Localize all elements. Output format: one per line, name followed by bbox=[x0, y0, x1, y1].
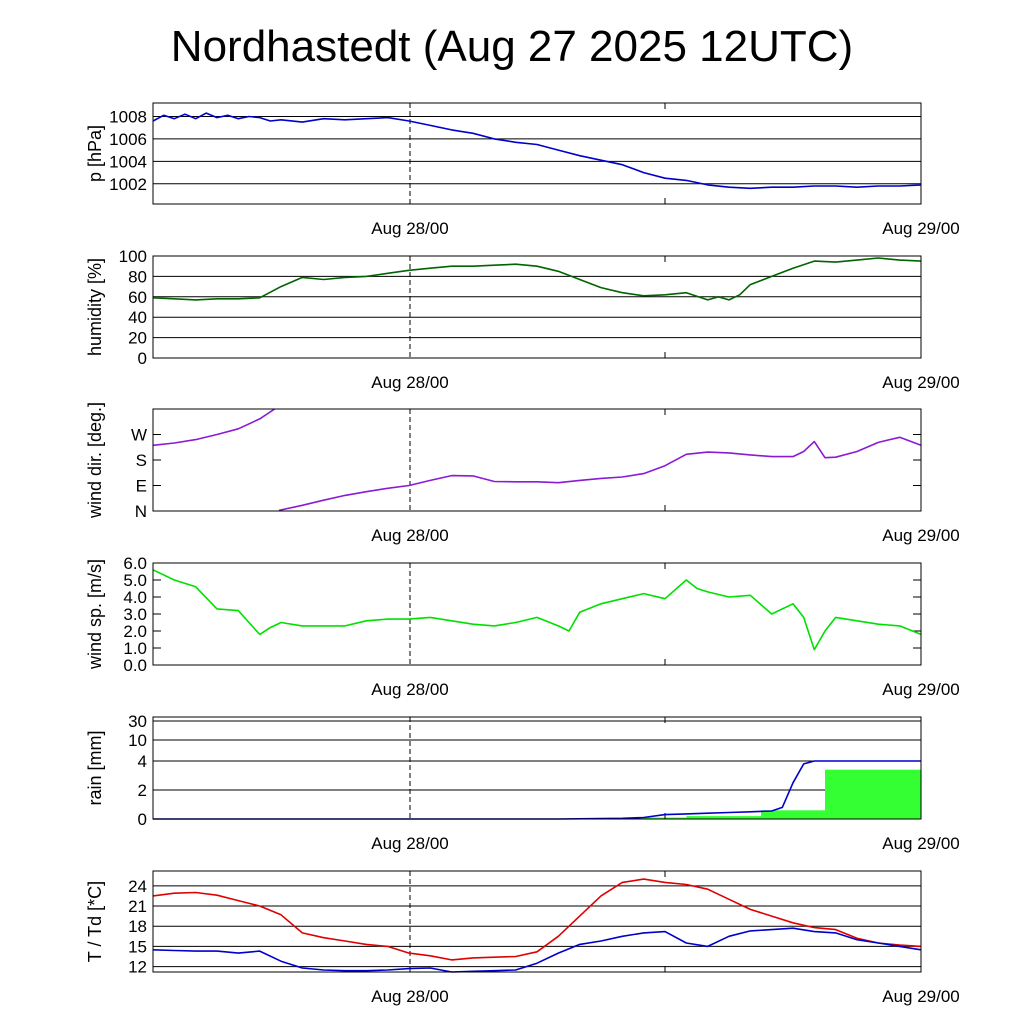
x-tick-label: Aug 29/00 bbox=[882, 373, 960, 392]
x-tick-label: Aug 28/00 bbox=[371, 834, 449, 853]
rain-bar bbox=[825, 769, 921, 819]
panel-frame bbox=[152, 870, 922, 973]
y-tick-label: 5.0 bbox=[123, 571, 147, 590]
rain-bar bbox=[761, 810, 825, 819]
temperature-series-line bbox=[152, 878, 922, 961]
panel-frame bbox=[152, 408, 922, 512]
y-tick-label: 1008 bbox=[109, 107, 147, 126]
y-tick-label: 60 bbox=[128, 288, 147, 307]
y-tick-label: 1004 bbox=[109, 152, 147, 171]
panel-frame bbox=[152, 255, 922, 359]
y-axis-label: rain [mm] bbox=[85, 730, 105, 805]
y-tick-label: N bbox=[135, 502, 147, 521]
y-tick-label: 4 bbox=[138, 752, 147, 771]
y-tick-label: W bbox=[131, 426, 147, 445]
y-tick-label: 15 bbox=[128, 937, 147, 956]
y-tick-label: 10 bbox=[128, 731, 147, 750]
y-axis-label: wind dir. [deg.] bbox=[85, 402, 105, 519]
y-tick-label: 0 bbox=[138, 810, 147, 829]
rain-series-line bbox=[153, 760, 921, 820]
humidity-series-line bbox=[152, 257, 922, 301]
y-tick-label: 80 bbox=[128, 267, 147, 286]
y-axis-label: humidity [%] bbox=[85, 258, 105, 356]
wind_direction-series-line bbox=[152, 408, 276, 447]
x-tick-label: Aug 29/00 bbox=[882, 526, 960, 545]
x-tick-label: Aug 28/00 bbox=[371, 373, 449, 392]
y-tick-label: 12 bbox=[128, 958, 147, 977]
y-tick-label: 30 bbox=[128, 712, 147, 731]
wind_direction-series-line bbox=[278, 436, 922, 512]
y-tick-label: 21 bbox=[128, 897, 147, 916]
y-tick-label: 1006 bbox=[109, 130, 147, 149]
y-tick-label: S bbox=[136, 451, 147, 470]
x-tick-label: Aug 29/00 bbox=[882, 987, 960, 1006]
x-tick-label: Aug 28/00 bbox=[371, 219, 449, 238]
y-axis-label: wind sp. [m/s] bbox=[85, 559, 105, 670]
y-tick-label: 1002 bbox=[109, 175, 147, 194]
panel-frame bbox=[152, 562, 922, 666]
chart-title: Nordhastedt (Aug 27 2025 12UTC) bbox=[170, 22, 854, 71]
y-tick-label: 2 bbox=[138, 781, 147, 800]
x-tick-label: Aug 29/00 bbox=[882, 834, 960, 853]
y-tick-label: 20 bbox=[128, 329, 147, 348]
x-tick-label: Aug 28/00 bbox=[371, 680, 449, 699]
y-tick-label: 1.0 bbox=[123, 639, 147, 658]
y-tick-label: 3.0 bbox=[123, 605, 147, 624]
x-tick-label: Aug 29/00 bbox=[882, 219, 960, 238]
panel-frame bbox=[152, 102, 922, 205]
y-tick-label: 40 bbox=[128, 308, 147, 327]
x-tick-label: Aug 28/00 bbox=[371, 526, 449, 545]
y-tick-label: E bbox=[136, 477, 147, 496]
y-tick-label: 4.0 bbox=[123, 588, 147, 607]
panel-frame bbox=[152, 716, 922, 820]
y-axis-label: p [hPa] bbox=[85, 125, 105, 182]
pressure-series-line bbox=[152, 112, 922, 190]
y-tick-label: 2.0 bbox=[123, 622, 147, 641]
y-tick-label: 24 bbox=[128, 877, 147, 896]
y-tick-label: 18 bbox=[128, 917, 147, 936]
y-tick-label: 100 bbox=[119, 247, 147, 266]
x-tick-label: Aug 28/00 bbox=[371, 987, 449, 1006]
y-tick-label: 0.0 bbox=[123, 656, 147, 675]
x-tick-label: Aug 29/00 bbox=[882, 680, 960, 699]
y-tick-label: 6.0 bbox=[123, 554, 147, 573]
temperature-series-line bbox=[152, 927, 922, 973]
wind_speed-series-line bbox=[152, 569, 922, 651]
y-axis-label: T / Td [*C] bbox=[85, 881, 105, 962]
rain-bar bbox=[686, 816, 761, 819]
y-tick-label: 0 bbox=[138, 349, 147, 368]
